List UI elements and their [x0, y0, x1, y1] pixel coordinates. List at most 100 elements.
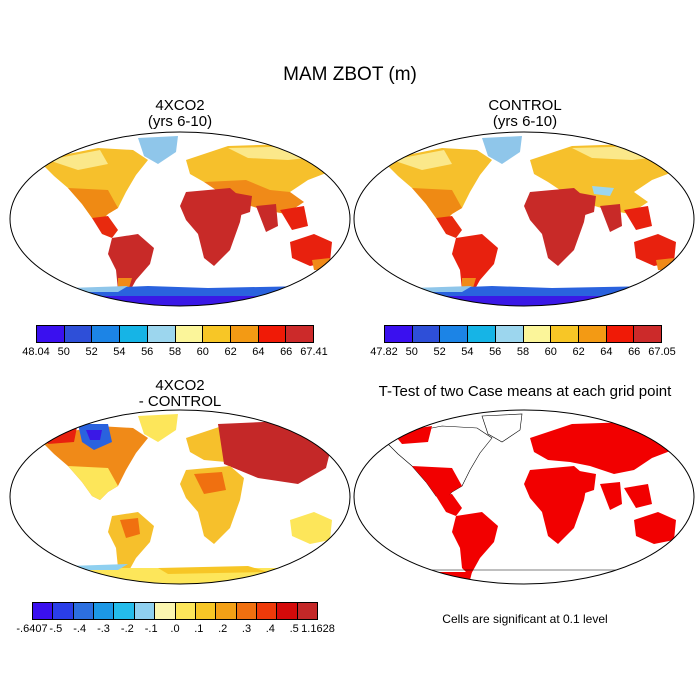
colorbar-swatch — [634, 326, 662, 342]
panel-title-control: CONTROL (yrs 6-10) — [445, 98, 605, 130]
region-arabia — [574, 192, 596, 216]
region-sahara — [194, 472, 226, 494]
colorbar-tick-label: -.6407 — [16, 623, 48, 635]
colorbar-swatch — [53, 603, 74, 619]
colorbar-tick-label: 50 — [405, 346, 418, 358]
colorbar-swatch — [258, 326, 287, 342]
colorbar-swatch — [440, 326, 469, 342]
sig-region-central-america — [436, 494, 462, 516]
region-alaska — [38, 422, 78, 444]
colorbar-swatch — [203, 326, 231, 342]
colorbar-swatch — [256, 603, 278, 619]
colorbar-swatch — [120, 326, 148, 342]
region-southeast-asia — [280, 206, 308, 230]
colorbar-tick-label: .2 — [218, 623, 228, 635]
region-hudson-bay-core — [86, 430, 102, 440]
colorbar-swatch — [551, 326, 579, 342]
colorbar-tick-label: 56 — [489, 346, 502, 358]
region-tibet — [592, 186, 614, 196]
map-outline — [9, 409, 351, 585]
colorbar-tick-label: 47.82 — [370, 346, 398, 358]
colorbar-swatch — [175, 326, 204, 342]
continent-south-america — [108, 512, 154, 576]
region-central-america — [92, 216, 118, 238]
colorbar-tick-label: 52 — [433, 346, 446, 358]
colorbar-tick-label: 60 — [196, 346, 209, 358]
colorbar-swatch — [64, 326, 93, 342]
significance-note: Cells are significant at 0.1 level — [442, 612, 608, 626]
colorbar-tick-label: 60 — [544, 346, 557, 358]
colorbar-tick-label: 64 — [600, 346, 613, 358]
sig-region-australia — [634, 512, 676, 544]
sig-region-india — [600, 482, 622, 510]
continent-north-america — [38, 426, 148, 500]
colorbar-tick-label: 48.04 — [22, 346, 50, 358]
colorbar-tick-label: -.5 — [49, 623, 63, 635]
panel-title-line1: 4XCO2 — [155, 97, 205, 114]
continent-africa — [180, 466, 244, 544]
colorbar-swatch — [297, 603, 318, 619]
colorbar-tick-label: 58 — [168, 346, 182, 358]
panel-title-line1: T-Test of two Case means at each grid po… — [378, 383, 672, 400]
region-usa-south — [68, 466, 118, 500]
panel-title-line1: CONTROL — [488, 97, 562, 114]
region-southeast-asia — [624, 206, 652, 230]
colorbar-tick-label: 54 — [113, 346, 126, 358]
colorbar-swatch — [92, 326, 121, 342]
continent-australia — [290, 512, 332, 544]
sig-region-arabia — [574, 470, 596, 494]
sig-region-africa — [524, 466, 588, 544]
colorbar-swatch — [412, 326, 441, 342]
colorbar-tick-label: 50 — [57, 346, 70, 358]
region-east-antarctica — [158, 566, 268, 574]
map-panel-control — [353, 131, 695, 307]
colorbar-swatch — [147, 326, 176, 342]
colorbar-swatch — [606, 326, 635, 342]
colorbar-swatch — [286, 326, 314, 342]
greenland — [481, 413, 523, 443]
greenland — [482, 136, 522, 164]
continent-antarctica — [354, 569, 694, 584]
panel-title-4xco2: 4XCO2 (yrs 6-10) — [100, 98, 260, 130]
colorbar-tick-label: -.1 — [144, 623, 158, 635]
continent-north-america — [38, 148, 148, 222]
colorbar-tick-label: 62 — [572, 346, 585, 358]
panel-title-line2: (yrs 6-10) — [492, 113, 558, 130]
colorbar-swatch — [230, 326, 259, 342]
panel-title-line2: (yrs 6-10) — [147, 113, 213, 130]
colorbar-tick-label: 67.41 — [300, 346, 328, 358]
sig-region-south-america — [452, 512, 498, 576]
colorbar-labels-difference: -.6407 -.5 -.4 -.3 -.2 -.1 .0 .1 .2 .3 .4 .5 1.1628 — [16, 623, 334, 637]
colorbar-swatch — [195, 603, 217, 619]
greenland — [138, 136, 178, 164]
colorbar-swatch — [73, 603, 95, 619]
sig-region-eurasia — [530, 422, 678, 474]
colorbar-swatch — [216, 603, 237, 619]
colorbar-tick-label: 62 — [224, 346, 237, 358]
colorbar-swatch — [468, 326, 496, 342]
colorbar-swatch — [37, 326, 65, 342]
region-india — [600, 204, 622, 232]
map-outline — [9, 131, 351, 307]
colorbar-tick-label: .1 — [194, 623, 204, 635]
colorbar-swatch — [578, 326, 607, 342]
region-india — [256, 204, 278, 232]
sig-region-southeast-asia — [624, 484, 652, 508]
region-central-america — [436, 216, 462, 238]
map-outline — [353, 409, 695, 585]
colorbar-tick-label: .5 — [289, 623, 299, 635]
map-outline — [353, 131, 695, 307]
colorbar-tick-label: 67.05 — [648, 346, 676, 358]
colorbar-tick-label: 1.1628 — [301, 623, 335, 635]
panel-title-line1: 4XCO2 — [155, 377, 205, 394]
panel-title-difference: 4XCO2 - CONTROL — [100, 378, 260, 410]
colorbar-tick-label: 52 — [85, 346, 98, 358]
colorbar-swatch — [175, 603, 196, 619]
colorbar-tick-label: 66 — [280, 346, 293, 358]
colorbar-swatch — [385, 326, 413, 342]
continent-north-america — [382, 148, 492, 222]
colorbar-tick-label: -.3 — [97, 623, 110, 635]
region-amazon — [120, 518, 140, 538]
region-usa-south — [412, 188, 462, 222]
panel-title-ttest: T-Test of two Case means at each grid po… — [350, 384, 700, 400]
